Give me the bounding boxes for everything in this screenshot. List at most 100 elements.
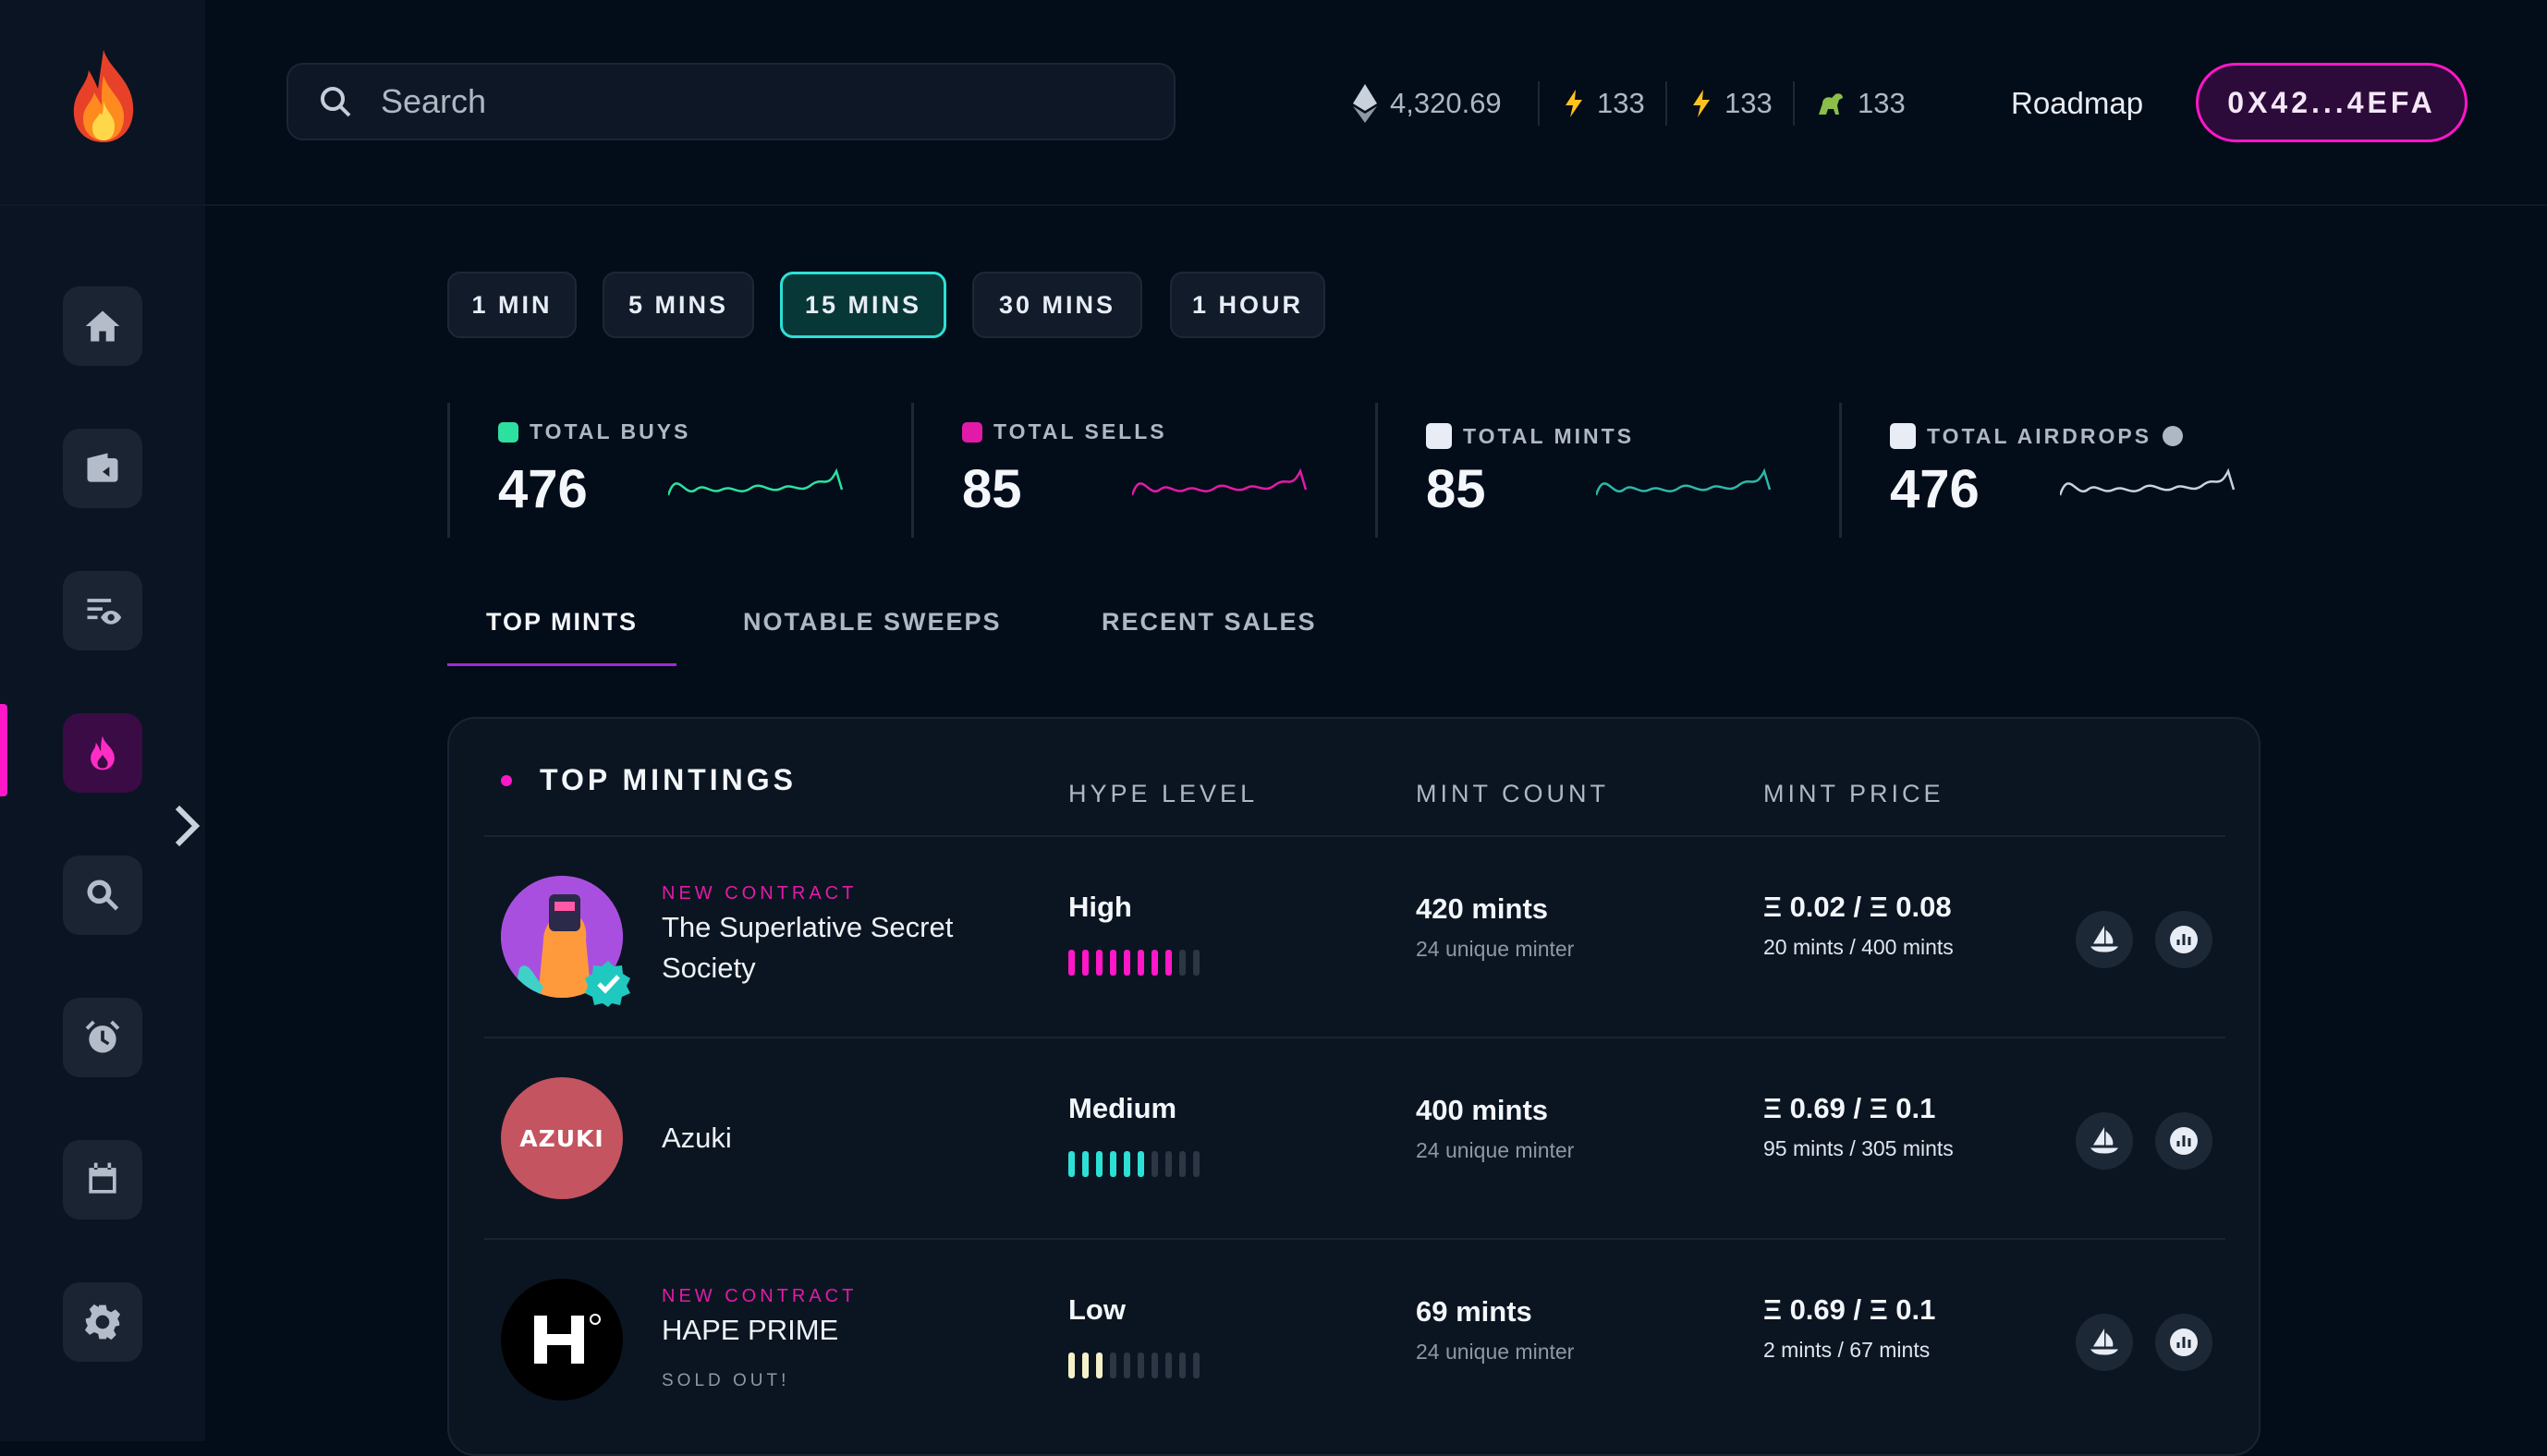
analytics-button[interactable]	[2155, 1314, 2212, 1371]
chart-icon	[2170, 1127, 2198, 1155]
analytics-button[interactable]	[2155, 911, 2212, 968]
timeframe-30-mins[interactable]: 30 MINS	[972, 272, 1142, 338]
hype-segment	[1152, 1151, 1158, 1177]
hype-segment	[1082, 1151, 1089, 1177]
total-airdrops-card: TOTAL AIRDROPS 476	[1839, 403, 2304, 538]
new-contract-tag: NEW CONTRACT	[662, 883, 858, 904]
wallet-address-button[interactable]: 0X42...4EFA	[2196, 63, 2468, 142]
tab-recent-sales[interactable]: RECENT SALES	[1102, 608, 1317, 636]
chart-icon	[2170, 926, 2198, 953]
hype-segment	[1110, 1151, 1116, 1177]
total-mints-label-text: TOTAL MINTS	[1463, 423, 1635, 448]
total-buys-card: TOTAL BUYS 476	[447, 403, 912, 538]
total-mints-label: TOTAL MINTS	[1426, 423, 1634, 449]
table-row[interactable]: AZUKI Azuki Medium 400 mints 24 unique m…	[449, 1038, 2259, 1240]
arrow-down-left-icon	[498, 421, 518, 443]
table-row[interactable]: NEW CONTRACT The Superlative Secret Soci…	[449, 837, 2259, 1038]
timeframe-1-hour[interactable]: 1 HOUR	[1170, 272, 1325, 338]
sidebar-item-alarm[interactable]	[63, 998, 142, 1077]
hype-level-label: High	[1068, 891, 1132, 923]
total-airdrops-value: 476	[1890, 459, 1980, 519]
column-mint-price[interactable]: MINT PRICE	[1763, 780, 1944, 807]
analytics-button[interactable]	[2155, 1112, 2212, 1170]
hype-segment	[1110, 950, 1116, 976]
search-input[interactable]	[379, 81, 1122, 122]
sidebar-item-watchlist[interactable]	[63, 571, 142, 650]
hype-segment	[1082, 1353, 1089, 1378]
hype-segment	[1110, 1353, 1116, 1378]
mint-price: Ξ 0.69 / Ξ 0.1	[1763, 1293, 1936, 1326]
roadmap-link[interactable]: Roadmap	[2011, 86, 2144, 120]
sidebar-item-wallet[interactable]	[63, 429, 142, 508]
hype-segment	[1138, 950, 1144, 976]
sidebar-expand-toggle[interactable]	[148, 748, 225, 904]
collection-avatar	[501, 1279, 623, 1401]
tab-notable-sweeps[interactable]: NOTABLE SWEEPS	[743, 608, 1002, 636]
sidebar-item-settings[interactable]	[63, 1282, 142, 1362]
search-icon	[321, 87, 351, 117]
unique-minters: 24 unique minter	[1416, 1340, 1575, 1364]
fire-logo-icon[interactable]	[67, 48, 140, 144]
search-bar[interactable]	[286, 63, 1176, 140]
collection-name[interactable]: HAPE PRIME	[662, 1314, 839, 1346]
hape-logo-icon	[534, 1314, 601, 1364]
total-buys-label-text: TOTAL BUYS	[530, 419, 691, 443]
opensea-button[interactable]	[2076, 911, 2133, 968]
gas-stat-2-value: 133	[1724, 87, 1773, 119]
unique-minters: 24 unique minter	[1416, 937, 1575, 961]
total-buys-sparkline	[668, 467, 844, 496]
gas-stat-2: 133	[1691, 81, 1773, 126]
collection-name[interactable]: The Superlative Secret Society	[662, 911, 954, 984]
mint-count: 69 mints	[1416, 1295, 1532, 1328]
live-dot-icon	[501, 774, 512, 786]
hype-segment	[1096, 1151, 1103, 1177]
total-mints-value: 85	[1426, 459, 1486, 519]
fire-icon	[91, 735, 115, 770]
hype-segment	[1179, 1151, 1186, 1177]
mint-price-breakdown: 95 mints / 305 mints	[1763, 1136, 1954, 1160]
chevron-right-icon	[175, 805, 201, 847]
collection-name[interactable]: Azuki	[662, 1122, 732, 1154]
hype-meter	[1068, 1353, 1200, 1378]
stat-divider	[1538, 81, 1540, 126]
table-row[interactable]: NEW CONTRACT HAPE PRIME SOLD OUT! Low 69…	[449, 1240, 2259, 1441]
gas-stat-1: 133	[1564, 81, 1645, 126]
opensea-button[interactable]	[2076, 1314, 2133, 1371]
unique-minters: 24 unique minter	[1416, 1138, 1575, 1162]
sidebar-item-trending[interactable]	[63, 713, 142, 793]
hype-segment	[1193, 1353, 1200, 1378]
total-sells-label-text: TOTAL SELLS	[993, 419, 1167, 443]
hype-segment	[1165, 1151, 1172, 1177]
hype-meter	[1068, 1151, 1200, 1177]
tab-top-mints[interactable]: TOP MINTS	[486, 608, 639, 636]
chart-icon	[2170, 1329, 2198, 1356]
total-mints-card: TOTAL MINTS 85	[1375, 403, 1840, 538]
table-divider	[484, 835, 2225, 837]
mint-price-breakdown: 2 mints / 67 mints	[1763, 1338, 1931, 1362]
wallet-icon	[87, 453, 118, 482]
sidebar-item-calendar[interactable]	[63, 1140, 142, 1219]
sailboat-icon	[2090, 926, 2118, 952]
header-divider	[0, 204, 2547, 206]
sailboat-icon	[2090, 1329, 2118, 1355]
timeframe-5-mins[interactable]: 5 MINS	[603, 272, 754, 338]
collection-avatar: AZUKI	[501, 1077, 623, 1199]
timeframe-15-mins[interactable]: 15 MINS	[780, 272, 946, 338]
help-icon[interactable]	[2163, 426, 2184, 446]
total-mints-sparkline	[1596, 467, 1772, 496]
hype-segment	[1179, 1353, 1186, 1378]
hype-level-label: Medium	[1068, 1092, 1177, 1124]
opensea-button[interactable]	[2076, 1112, 2133, 1170]
column-hype-level[interactable]: HYPE LEVEL	[1068, 780, 1259, 807]
sidebar-item-home[interactable]	[63, 286, 142, 366]
verified-badge-icon	[585, 961, 630, 1007]
sidebar-item-search[interactable]	[63, 855, 142, 935]
top-mintings-table: TOP MINTINGS HYPE LEVEL MINT COUNT MINT …	[447, 717, 2261, 1456]
hype-segment	[1068, 1151, 1075, 1177]
table-title-text: TOP MINTINGS	[540, 763, 797, 796]
eth-price-stat: 4,320.69	[1353, 81, 1502, 126]
column-mint-count[interactable]: MINT COUNT	[1416, 780, 1609, 807]
hype-segment	[1152, 950, 1158, 976]
timeframe-1-min[interactable]: 1 MIN	[447, 272, 577, 338]
hype-segment	[1193, 1151, 1200, 1177]
